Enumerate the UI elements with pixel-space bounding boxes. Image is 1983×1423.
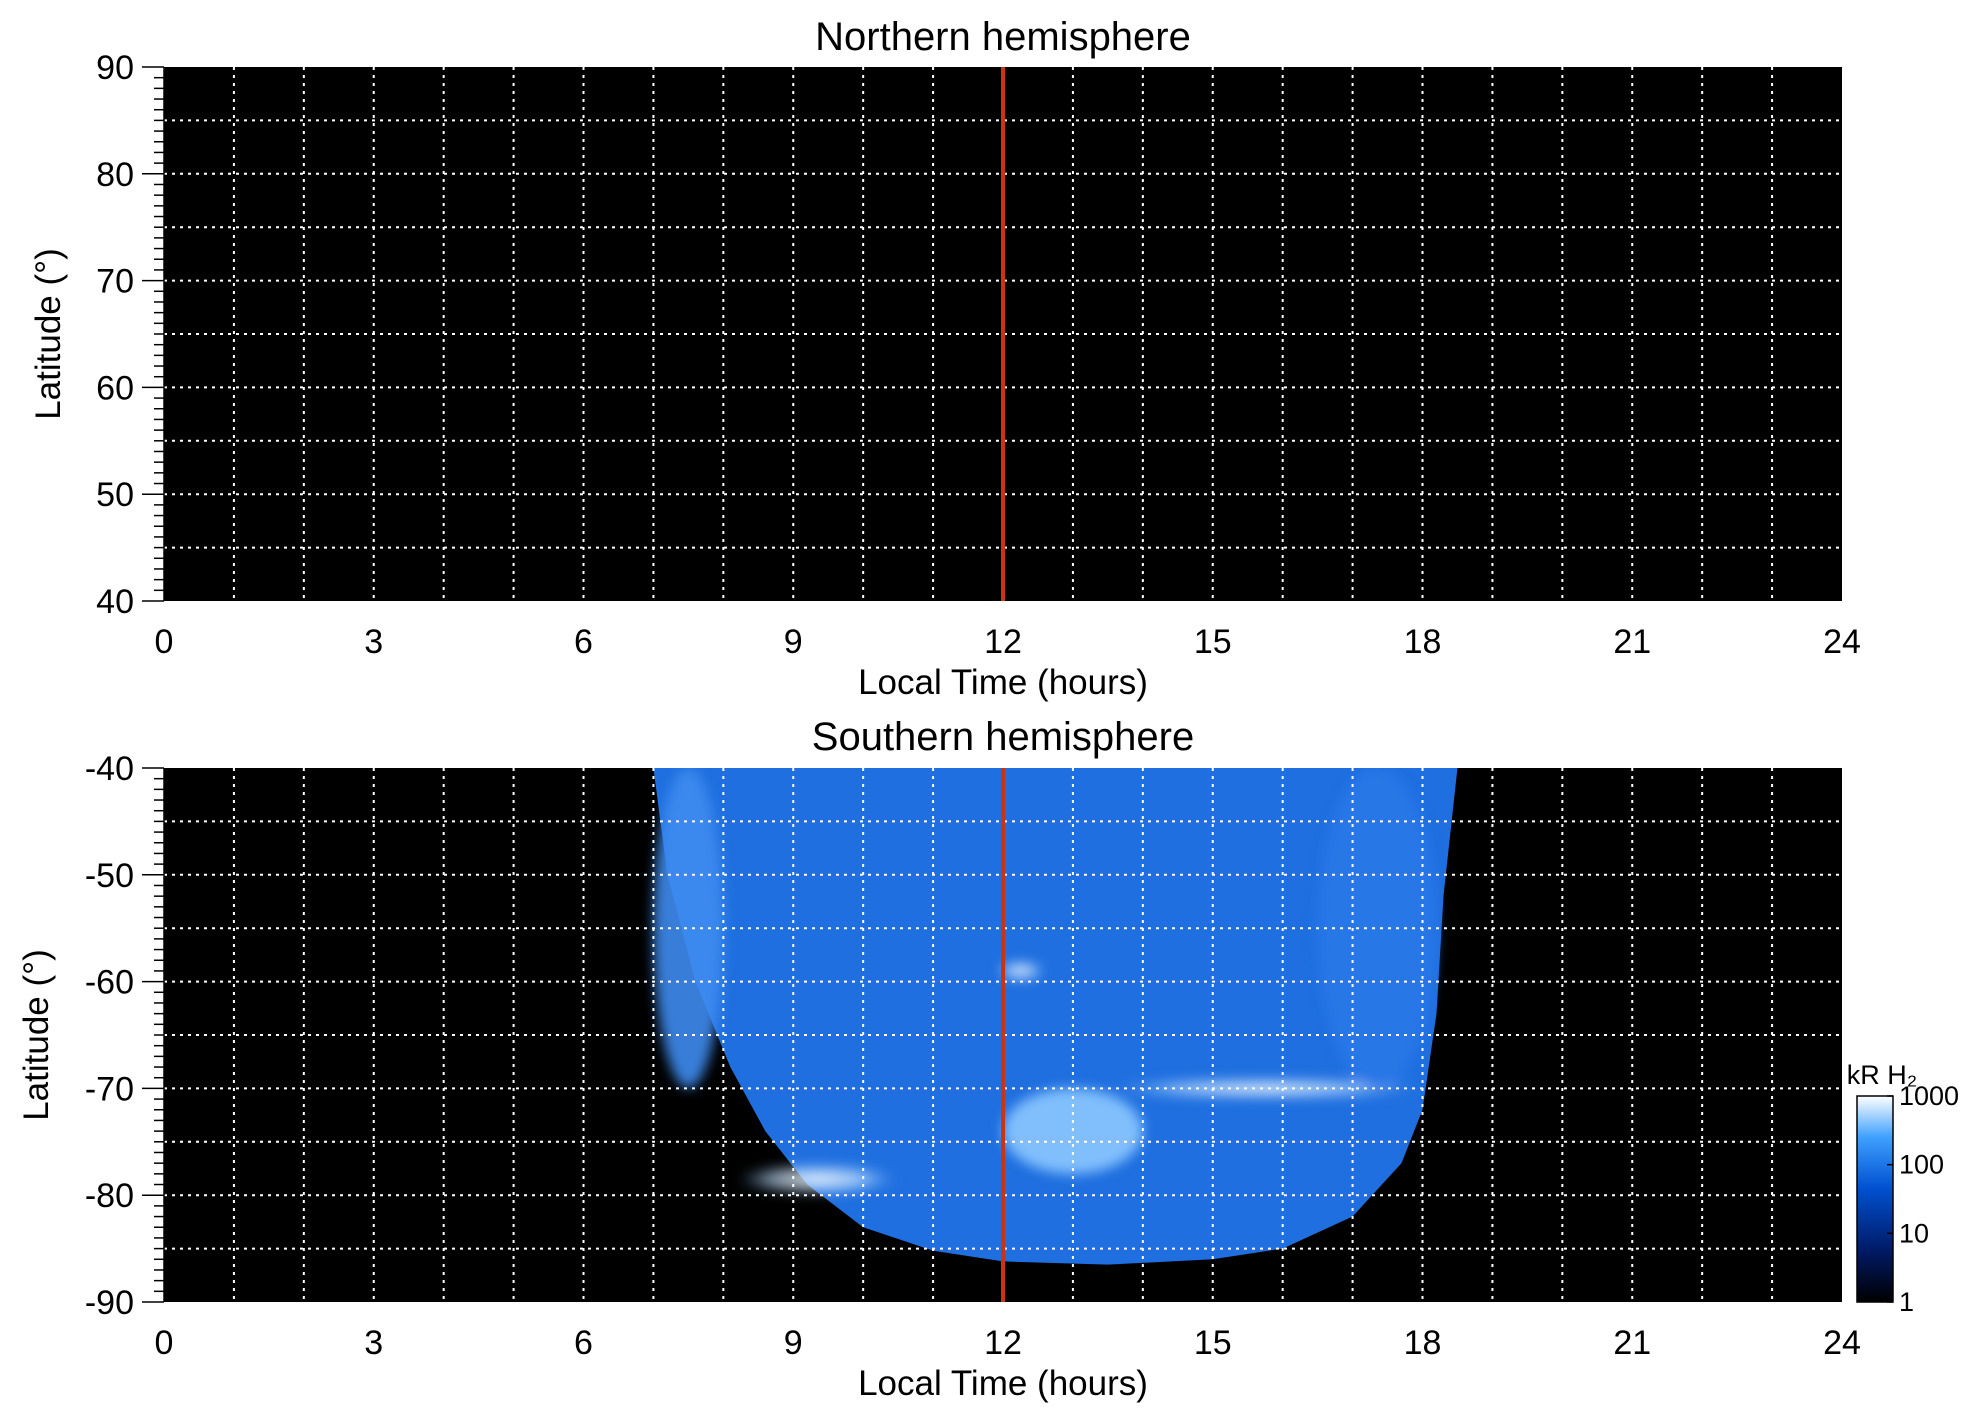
x-tick-label: 3 (364, 623, 383, 661)
axis-ticks (142, 66, 165, 602)
x-tick-label: 12 (984, 623, 1022, 661)
x-tick-label: 21 (1613, 623, 1651, 661)
aurora-feature (1317, 768, 1437, 1089)
x-tick-label: 18 (1404, 623, 1442, 661)
x-tick-label: 0 (155, 623, 174, 661)
y-tick-label: 70 (96, 263, 134, 301)
grid-lines (164, 67, 1842, 601)
aurora-feature (737, 1163, 899, 1196)
y-tick-label: -50 (85, 857, 134, 895)
y-tick-labels: -90 -80 -70 -60 -50 -40 (85, 750, 134, 1322)
y-tick-label: 90 (96, 49, 134, 87)
aurora-feature (996, 960, 1045, 982)
chart-title: Northern hemisphere (815, 15, 1191, 59)
aurora-feature (653, 768, 724, 1089)
x-tick-labels: 0 3 6 9 12 15 18 21 24 (155, 1324, 1861, 1362)
y-tick-label: -80 (85, 1177, 134, 1215)
x-tick-label: 9 (784, 1324, 803, 1362)
x-tick-labels: 0 3 6 9 12 15 18 21 24 (155, 623, 1861, 661)
x-axis-label: Local Time (hours) (858, 1364, 1148, 1403)
y-tick-label: -40 (85, 750, 134, 788)
x-tick-label: 21 (1613, 1324, 1651, 1362)
x-tick-label: 6 (574, 623, 593, 661)
x-tick-label: 6 (574, 1324, 593, 1362)
x-tick-label: 24 (1823, 623, 1861, 661)
y-tick-label: -70 (85, 1070, 134, 1108)
x-tick-label: 3 (364, 1324, 383, 1362)
y-tick-label: 40 (96, 583, 134, 621)
colorbar-ticks: 1 10 100 1000 (1887, 1081, 1959, 1317)
aurora-feature (1107, 1077, 1423, 1100)
chart-title: Southern hemisphere (812, 715, 1194, 759)
x-tick-label: 0 (155, 1324, 174, 1362)
x-tick-label: 24 (1823, 1324, 1861, 1362)
colorbar-gradient (1856, 1095, 1894, 1303)
y-tick-label: 80 (96, 156, 134, 194)
y-tick-labels: 40 50 60 70 80 90 (96, 49, 134, 621)
colorbar-tick-label: 100 (1899, 1150, 1944, 1180)
y-tick-label: 60 (96, 369, 134, 407)
y-axis-label: Latitude (°) (17, 949, 56, 1121)
colorbar-tick-label: 1 (1899, 1287, 1914, 1317)
x-tick-label: 12 (984, 1324, 1022, 1362)
x-tick-label: 15 (1194, 623, 1232, 661)
x-tick-label: 9 (784, 623, 803, 661)
aurora-emission-region (653, 768, 1458, 1265)
x-tick-label: 18 (1404, 1324, 1442, 1362)
colorbar-title: kR H₂ (1847, 1060, 1917, 1090)
y-axis-label: Latitude (°) (29, 248, 68, 420)
y-tick-label: 50 (96, 476, 134, 514)
aurora-feature (1002, 1088, 1143, 1174)
x-axis-label: Local Time (hours) (858, 663, 1148, 702)
colorbar-tick-label: 1000 (1899, 1081, 1959, 1111)
aurora-features (653, 768, 1437, 1196)
y-tick-label: -90 (85, 1284, 134, 1322)
y-tick-label: -60 (85, 964, 134, 1002)
x-tick-label: 15 (1194, 1324, 1232, 1362)
axis-ticks (142, 767, 165, 1303)
southern-hemisphere-panel: Southern hemisphere -90 -80 -70 -60 -50 -40 0… (17, 715, 1861, 1403)
northern-hemisphere-panel: Northern hemisphere 40 50 60 70 80 90 0 3 6 9 12 1… (29, 15, 1861, 702)
colorbar: kR H₂ 1 10 100 1000 (1847, 1060, 1959, 1317)
colorbar-tick-label: 10 (1899, 1218, 1929, 1248)
